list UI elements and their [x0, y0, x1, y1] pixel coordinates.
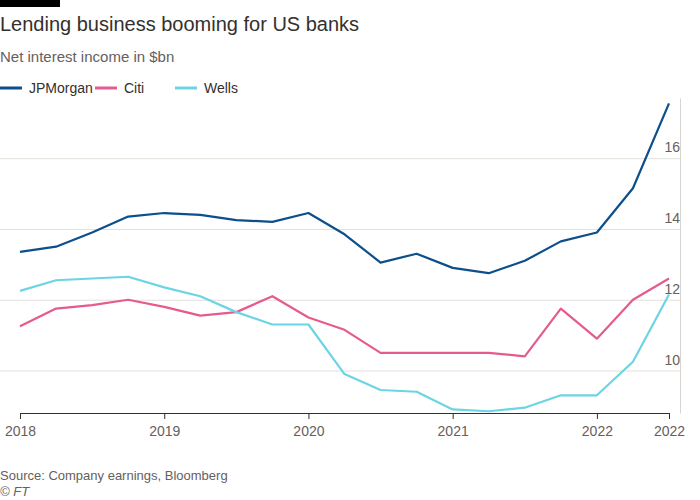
x-tick: 2022: [582, 413, 613, 439]
series-line: [20, 103, 669, 273]
y-tick-label: 12: [664, 281, 680, 297]
y-tick-label: 16: [664, 139, 680, 155]
x-tick-label: 2022: [654, 423, 685, 439]
grid-line: [0, 158, 680, 159]
y-axis: 10 12 14 16: [0, 99, 681, 414]
x-tick: 2020: [293, 413, 324, 439]
x-tick-mark: [453, 413, 454, 419]
y-axis-line: [680, 99, 681, 414]
legend-swatch: [95, 87, 117, 90]
credit: © FT: [0, 484, 30, 499]
series-line: [20, 279, 669, 357]
x-tick: 2019: [149, 413, 180, 439]
y-tick: 14: [0, 210, 680, 229]
legend-swatch: [175, 87, 197, 90]
x-axis-line: [21, 413, 670, 414]
y-tick-label: 14: [664, 210, 680, 226]
source: Source: Company earnings, Bloomberg: [0, 468, 228, 483]
y-tick: 16: [0, 139, 680, 158]
x-tick-label: 2022: [582, 423, 613, 439]
x-axis: 2018 2019 2020 2021 2022 2022: [5, 413, 685, 439]
x-tick-mark: [669, 413, 670, 419]
x-tick-mark: [20, 413, 21, 419]
x-tick: 2018: [5, 413, 36, 439]
x-tick: 2022: [654, 413, 685, 439]
y-tick: 12: [0, 281, 680, 300]
x-tick-label: 2019: [149, 423, 180, 439]
x-tick-label: 2020: [293, 423, 324, 439]
brand-bar: [0, 0, 60, 7]
subtitle: Net interest income in $bn: [0, 48, 174, 65]
x-tick-mark: [308, 413, 309, 419]
grid-line: [0, 300, 680, 301]
title: Lending business booming for US banks: [0, 13, 359, 35]
series-line: [20, 277, 669, 411]
y-tick-label: 10: [664, 352, 680, 368]
x-tick-label: 2018: [5, 423, 36, 439]
x-tick-mark: [597, 413, 598, 419]
legend: JPMorgan Citi Wells: [0, 80, 238, 96]
chart: Lending business booming for US banks Net…: [0, 0, 700, 500]
x-tick-label: 2021: [438, 423, 469, 439]
legend-label: Citi: [124, 80, 144, 96]
x-tick-mark: [164, 413, 165, 419]
grid-line: [0, 371, 680, 372]
plot-area: [20, 103, 669, 411]
legend-swatch: [0, 87, 22, 90]
x-tick: 2021: [438, 413, 469, 439]
legend-label: JPMorgan: [29, 80, 93, 96]
legend-label: Wells: [204, 80, 238, 96]
